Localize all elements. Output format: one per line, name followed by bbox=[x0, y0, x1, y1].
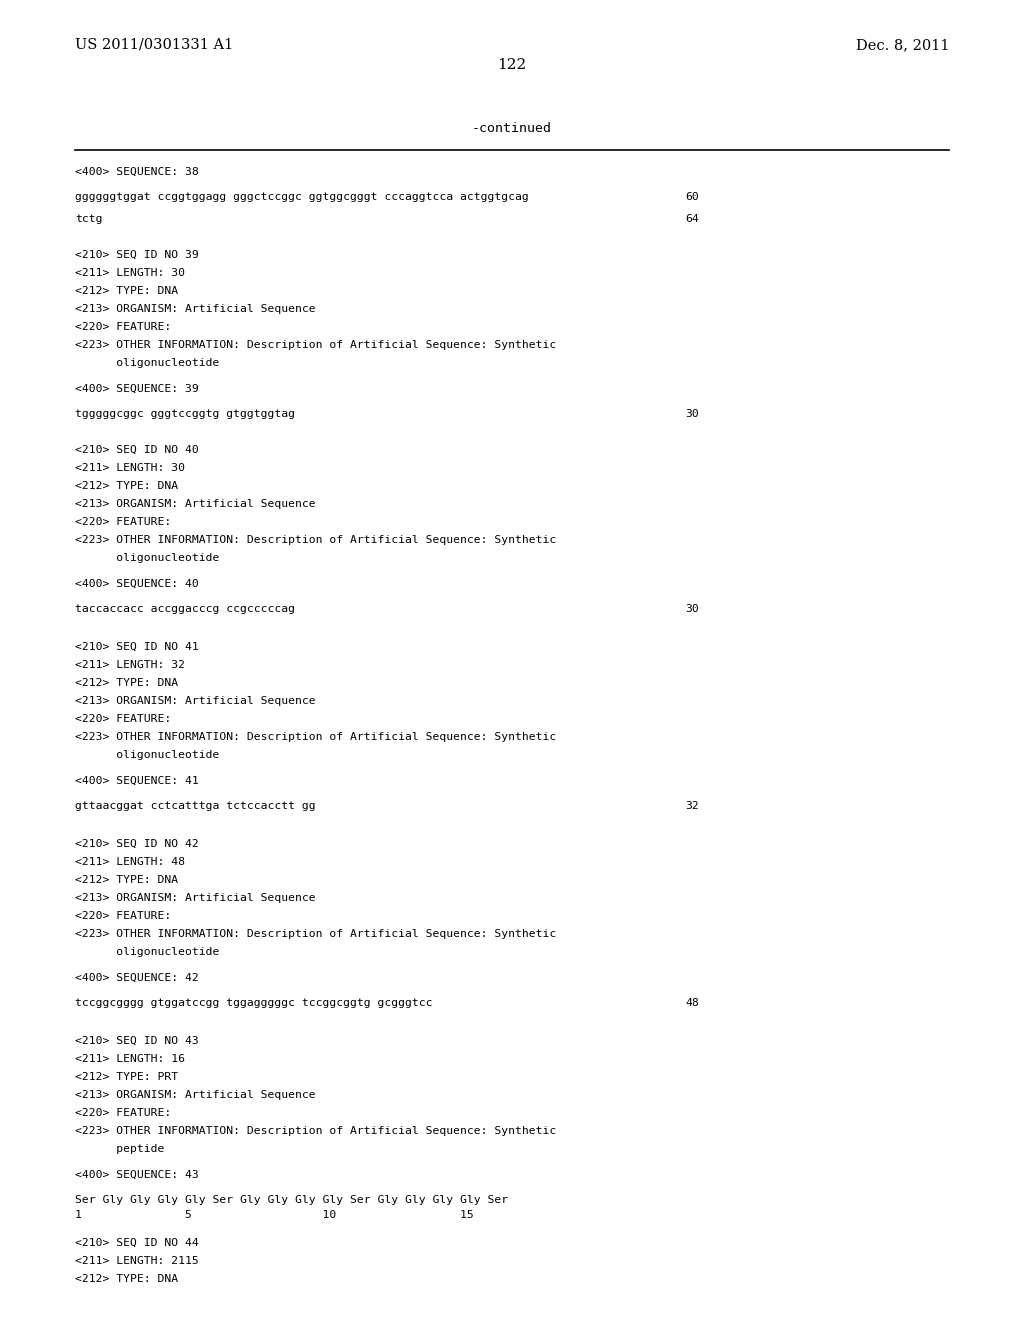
Text: <223> OTHER INFORMATION: Description of Artificial Sequence: Synthetic: <223> OTHER INFORMATION: Description of … bbox=[75, 929, 556, 939]
Text: tgggggcggc gggtccggtg gtggtggtag: tgggggcggc gggtccggtg gtggtggtag bbox=[75, 409, 295, 418]
Text: tccggcgggg gtggatccgg tggagggggc tccggcggtg gcgggtcc: tccggcgggg gtggatccgg tggagggggc tccggcg… bbox=[75, 998, 432, 1008]
Text: US 2011/0301331 A1: US 2011/0301331 A1 bbox=[75, 38, 233, 51]
Text: 30: 30 bbox=[685, 409, 698, 418]
Text: <210> SEQ ID NO 40: <210> SEQ ID NO 40 bbox=[75, 445, 199, 455]
Text: <220> FEATURE:: <220> FEATURE: bbox=[75, 714, 171, 723]
Text: <210> SEQ ID NO 41: <210> SEQ ID NO 41 bbox=[75, 642, 199, 652]
Text: 1               5                   10                  15: 1 5 10 15 bbox=[75, 1210, 474, 1220]
Text: <400> SEQUENCE: 39: <400> SEQUENCE: 39 bbox=[75, 384, 199, 393]
Text: <220> FEATURE:: <220> FEATURE: bbox=[75, 517, 171, 527]
Text: <223> OTHER INFORMATION: Description of Artificial Sequence: Synthetic: <223> OTHER INFORMATION: Description of … bbox=[75, 341, 556, 350]
Text: gttaacggat cctcatttga tctccacctt gg: gttaacggat cctcatttga tctccacctt gg bbox=[75, 801, 315, 810]
Text: <212> TYPE: DNA: <212> TYPE: DNA bbox=[75, 678, 178, 688]
Text: <210> SEQ ID NO 42: <210> SEQ ID NO 42 bbox=[75, 840, 199, 849]
Text: <400> SEQUENCE: 40: <400> SEQUENCE: 40 bbox=[75, 579, 199, 589]
Text: 48: 48 bbox=[685, 998, 698, 1008]
Text: <211> LENGTH: 16: <211> LENGTH: 16 bbox=[75, 1053, 185, 1064]
Text: 64: 64 bbox=[685, 214, 698, 224]
Text: <213> ORGANISM: Artificial Sequence: <213> ORGANISM: Artificial Sequence bbox=[75, 499, 315, 510]
Text: <211> LENGTH: 2115: <211> LENGTH: 2115 bbox=[75, 1257, 199, 1266]
Text: <211> LENGTH: 30: <211> LENGTH: 30 bbox=[75, 268, 185, 279]
Text: <211> LENGTH: 30: <211> LENGTH: 30 bbox=[75, 463, 185, 473]
Text: <400> SEQUENCE: 42: <400> SEQUENCE: 42 bbox=[75, 973, 199, 983]
Text: Ser Gly Gly Gly Gly Ser Gly Gly Gly Gly Ser Gly Gly Gly Gly Ser: Ser Gly Gly Gly Gly Ser Gly Gly Gly Gly … bbox=[75, 1195, 508, 1205]
Text: -continued: -continued bbox=[472, 121, 552, 135]
Text: 32: 32 bbox=[685, 801, 698, 810]
Text: <223> OTHER INFORMATION: Description of Artificial Sequence: Synthetic: <223> OTHER INFORMATION: Description of … bbox=[75, 1126, 556, 1137]
Text: <400> SEQUENCE: 41: <400> SEQUENCE: 41 bbox=[75, 776, 199, 785]
Text: <212> TYPE: PRT: <212> TYPE: PRT bbox=[75, 1072, 178, 1082]
Text: <213> ORGANISM: Artificial Sequence: <213> ORGANISM: Artificial Sequence bbox=[75, 696, 315, 706]
Text: 122: 122 bbox=[498, 58, 526, 73]
Text: <213> ORGANISM: Artificial Sequence: <213> ORGANISM: Artificial Sequence bbox=[75, 1090, 315, 1100]
Text: <223> OTHER INFORMATION: Description of Artificial Sequence: Synthetic: <223> OTHER INFORMATION: Description of … bbox=[75, 733, 556, 742]
Text: <211> LENGTH: 32: <211> LENGTH: 32 bbox=[75, 660, 185, 671]
Text: <212> TYPE: DNA: <212> TYPE: DNA bbox=[75, 480, 178, 491]
Text: <212> TYPE: DNA: <212> TYPE: DNA bbox=[75, 286, 178, 296]
Text: oligonucleotide: oligonucleotide bbox=[75, 946, 219, 957]
Text: oligonucleotide: oligonucleotide bbox=[75, 358, 219, 368]
Text: <220> FEATURE:: <220> FEATURE: bbox=[75, 1107, 171, 1118]
Text: <400> SEQUENCE: 43: <400> SEQUENCE: 43 bbox=[75, 1170, 199, 1180]
Text: <210> SEQ ID NO 39: <210> SEQ ID NO 39 bbox=[75, 249, 199, 260]
Text: <223> OTHER INFORMATION: Description of Artificial Sequence: Synthetic: <223> OTHER INFORMATION: Description of … bbox=[75, 535, 556, 545]
Text: <210> SEQ ID NO 43: <210> SEQ ID NO 43 bbox=[75, 1036, 199, 1045]
Text: peptide: peptide bbox=[75, 1144, 165, 1154]
Text: <212> TYPE: DNA: <212> TYPE: DNA bbox=[75, 1274, 178, 1284]
Text: oligonucleotide: oligonucleotide bbox=[75, 553, 219, 564]
Text: oligonucleotide: oligonucleotide bbox=[75, 750, 219, 760]
Text: <212> TYPE: DNA: <212> TYPE: DNA bbox=[75, 875, 178, 884]
Text: 60: 60 bbox=[685, 191, 698, 202]
Text: <211> LENGTH: 48: <211> LENGTH: 48 bbox=[75, 857, 185, 867]
Text: <213> ORGANISM: Artificial Sequence: <213> ORGANISM: Artificial Sequence bbox=[75, 894, 315, 903]
Text: <210> SEQ ID NO 44: <210> SEQ ID NO 44 bbox=[75, 1238, 199, 1247]
Text: Dec. 8, 2011: Dec. 8, 2011 bbox=[855, 38, 949, 51]
Text: ggggggtggat ccggtggagg gggctccggc ggtggcgggt cccaggtcca actggtgcag: ggggggtggat ccggtggagg gggctccggc ggtggc… bbox=[75, 191, 528, 202]
Text: <220> FEATURE:: <220> FEATURE: bbox=[75, 322, 171, 333]
Text: taccaccacc accggacccg ccgcccccag: taccaccacc accggacccg ccgcccccag bbox=[75, 605, 295, 614]
Text: <400> SEQUENCE: 38: <400> SEQUENCE: 38 bbox=[75, 168, 199, 177]
Text: <213> ORGANISM: Artificial Sequence: <213> ORGANISM: Artificial Sequence bbox=[75, 304, 315, 314]
Text: <220> FEATURE:: <220> FEATURE: bbox=[75, 911, 171, 921]
Text: tctg: tctg bbox=[75, 214, 102, 224]
Text: 30: 30 bbox=[685, 605, 698, 614]
